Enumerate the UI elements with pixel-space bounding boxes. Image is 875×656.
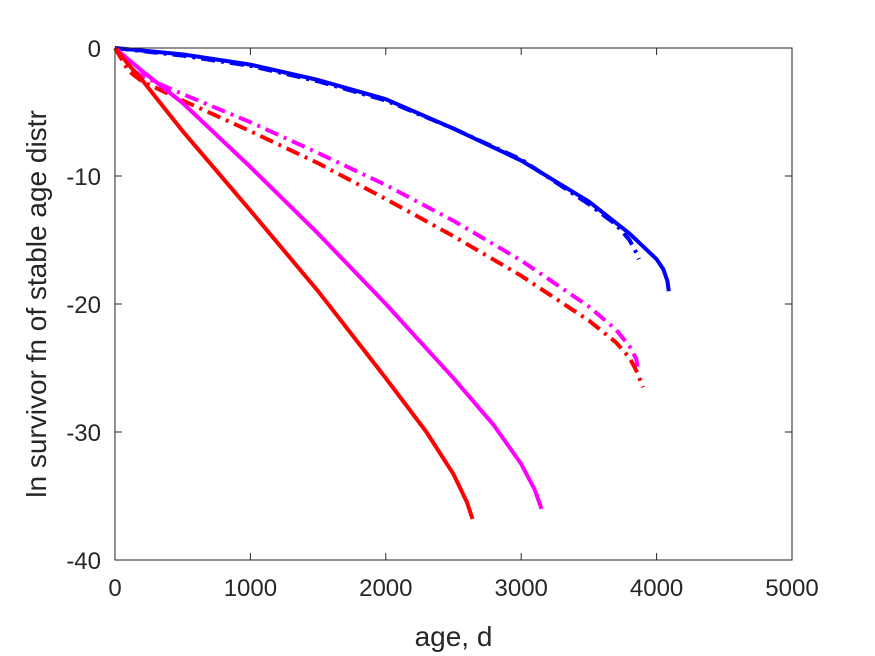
y-tick-label: 0 [88,36,101,63]
x-tick-label: 5000 [765,575,818,602]
series-line-6 [113,46,475,520]
y-tick-label: -30 [66,420,101,447]
series-line-2 [114,46,641,260]
tick-layer: 0 1000 2000 3000 4000 5000 0 -10 -20 -30 -40 [66,36,818,602]
x-tick-label: 2000 [359,575,412,602]
x-tick-label: 1000 [224,575,277,602]
x-axis-label: age, d [415,621,493,652]
y-axis-label: ln survivor fn of stable age distr [21,110,52,498]
x-tick-label: 0 [108,575,121,602]
x-tick-label: 4000 [630,575,683,602]
y-tick-label: -20 [66,292,101,319]
series-line-5 [113,46,544,510]
plot-frame [114,47,793,561]
x-tick-label: 3000 [495,575,548,602]
series-layer [113,46,671,520]
series-line-1 [114,46,671,292]
y-tick-label: -10 [66,164,101,191]
y-tick-label: -40 [66,548,101,575]
series-line-4 [113,46,645,388]
